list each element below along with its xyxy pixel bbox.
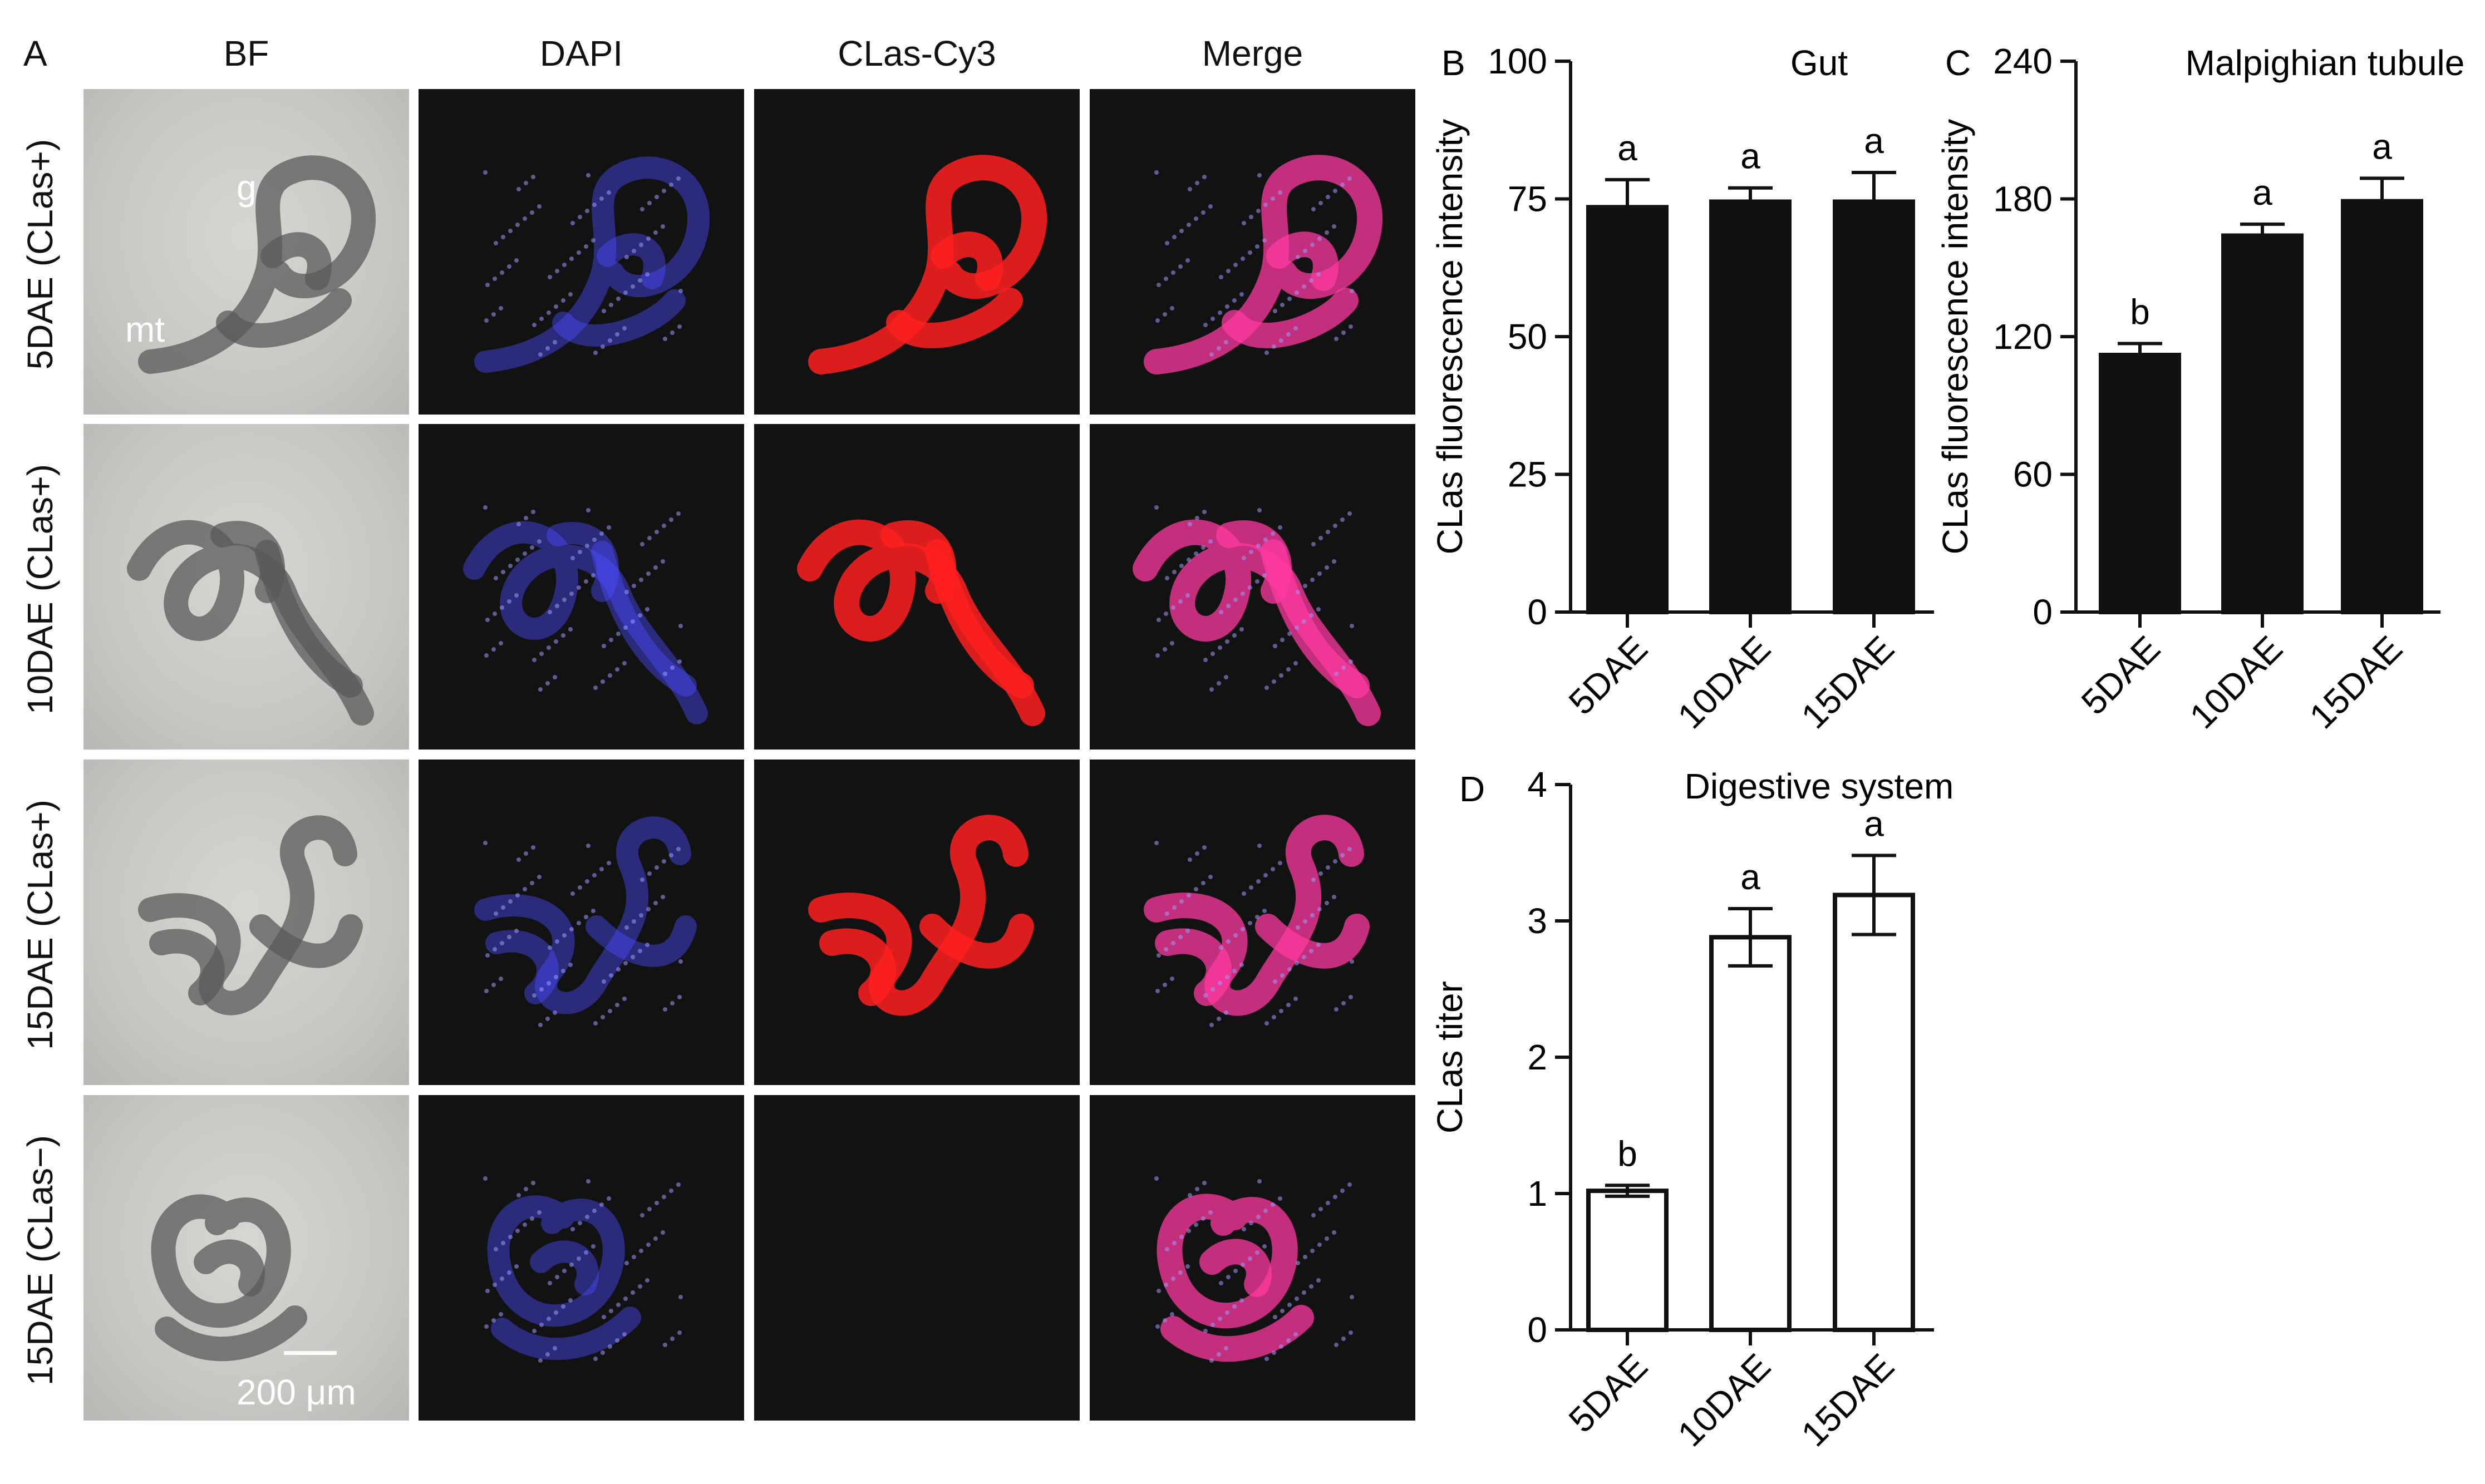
micrograph-bf-row-1	[83, 89, 409, 415]
chart-b-title: Gut	[1790, 43, 1848, 83]
chart-b-x-tick-label: 10DAE	[1670, 628, 1778, 736]
chart-b-sig-letter: a	[1740, 136, 1760, 176]
column-title-clas-cy3: CLas-Cy3	[838, 33, 996, 73]
micrograph-dapi-row-4	[419, 1095, 744, 1421]
chart-b-y-tick-label: 75	[1508, 179, 1547, 219]
chart-d-x-tick-label: 5DAE	[1561, 1346, 1655, 1440]
micrograph-cy3-row-2	[754, 424, 1080, 750]
micrograph-bf-row-2	[83, 424, 409, 750]
chart-c-title: Malpighian tubule	[2186, 43, 2465, 83]
panel-b-letter: B	[1441, 43, 1465, 83]
chart-b-x-tick-label: 15DAE	[1794, 628, 1902, 736]
micrograph-cy3-row-3	[754, 760, 1080, 1085]
micrograph-merge-row-1	[1090, 89, 1415, 415]
chart-b-sig-letter: a	[1617, 128, 1637, 168]
chart-d-sig-letter: a	[1864, 803, 1884, 844]
chart-b-y-tick-label: 25	[1508, 455, 1547, 495]
chart-b-y-tick-label: 50	[1508, 317, 1547, 357]
chart-b-y-label: CLas fluorescence intensity	[1430, 119, 1470, 555]
chart-b-sig-letter: a	[1864, 121, 1884, 161]
chart-c-y-tick-label: 240	[1993, 41, 2053, 81]
chart-c-bar	[2099, 353, 2181, 614]
panel-c-letter: C	[1945, 43, 1971, 83]
micrograph-bf-row-4	[83, 1095, 409, 1421]
chart-d-sig-letter: b	[1617, 1133, 1637, 1174]
chart-c-y-tick-label: 180	[1993, 179, 2053, 219]
chart-d-x-tick-label: 10DAE	[1670, 1346, 1778, 1454]
chart-c-bar	[2341, 199, 2423, 614]
chart-c-sig-letter: a	[2372, 126, 2392, 166]
chart-d-y-tick-label: 4	[1527, 765, 1547, 805]
micrograph-dapi-row-1	[419, 89, 744, 415]
chart-d-bar	[1833, 893, 1915, 1332]
gut-annotation: g	[237, 167, 257, 208]
chart-d-y-tick-label: 1	[1527, 1174, 1547, 1214]
chart-b-x-tick-label: 5DAE	[1561, 628, 1655, 722]
chart-b-bar	[1586, 205, 1669, 615]
column-title-bf: BF	[223, 33, 269, 73]
chart-d-sig-letter: a	[1740, 857, 1760, 897]
chart-c-bar	[2221, 233, 2304, 614]
chart-d-y-tick-label: 3	[1527, 901, 1547, 941]
chart-c-x-tick-label: 15DAE	[2302, 628, 2410, 736]
micrograph-dapi-row-3	[419, 760, 744, 1085]
chart-c-sig-letter: b	[2130, 292, 2150, 332]
micrograph-merge-row-4	[1090, 1095, 1415, 1421]
chart-b-y-tick-label: 100	[1488, 41, 1547, 81]
scale-bar	[284, 1351, 337, 1355]
micrograph-cy3-row-1	[754, 89, 1080, 415]
chart-c-x-tick-label: 10DAE	[2182, 628, 2290, 736]
chart-b-bar	[1833, 199, 1915, 614]
chart-c-sig-letter: a	[2252, 172, 2272, 213]
chart-d-bar	[1709, 935, 1792, 1332]
chart-c-y-tick-label: 60	[2013, 455, 2053, 495]
chart-c-y-label: CLas fluorescence intensity	[1935, 119, 1975, 555]
chart-d-title: Digestive system	[1685, 766, 1954, 806]
chart-d-bar	[1586, 1189, 1669, 1333]
chart-b-bar	[1709, 199, 1792, 614]
column-title-merge: Merge	[1202, 33, 1303, 73]
micrograph-merge-row-3	[1090, 760, 1415, 1085]
chart-d-x-tick-label: 15DAE	[1794, 1346, 1902, 1454]
malpighian-annotation: mt	[125, 309, 165, 349]
micrograph-cy3-row-4	[754, 1095, 1080, 1421]
panel-a-letter: A	[23, 33, 47, 73]
chart-d-y-tick-label: 2	[1527, 1037, 1547, 1077]
chart-b-y-tick-label: 0	[1527, 592, 1547, 632]
chart-d-y-tick-label: 0	[1527, 1310, 1547, 1350]
micrograph-merge-row-2	[1090, 424, 1415, 750]
scale-bar-label: 200 μm	[237, 1372, 356, 1412]
micrograph-bf-row-3	[83, 760, 409, 1085]
panel-d-letter: D	[1459, 769, 1485, 809]
micrograph-dapi-row-2	[419, 424, 744, 750]
chart-c-x-tick-label: 5DAE	[2074, 628, 2168, 722]
column-title-dapi: DAPI	[539, 33, 623, 73]
chart-c-y-tick-label: 0	[2033, 592, 2053, 632]
chart-c-y-tick-label: 120	[1993, 317, 2053, 357]
chart-d-y-label: CLas titer	[1430, 981, 1470, 1133]
